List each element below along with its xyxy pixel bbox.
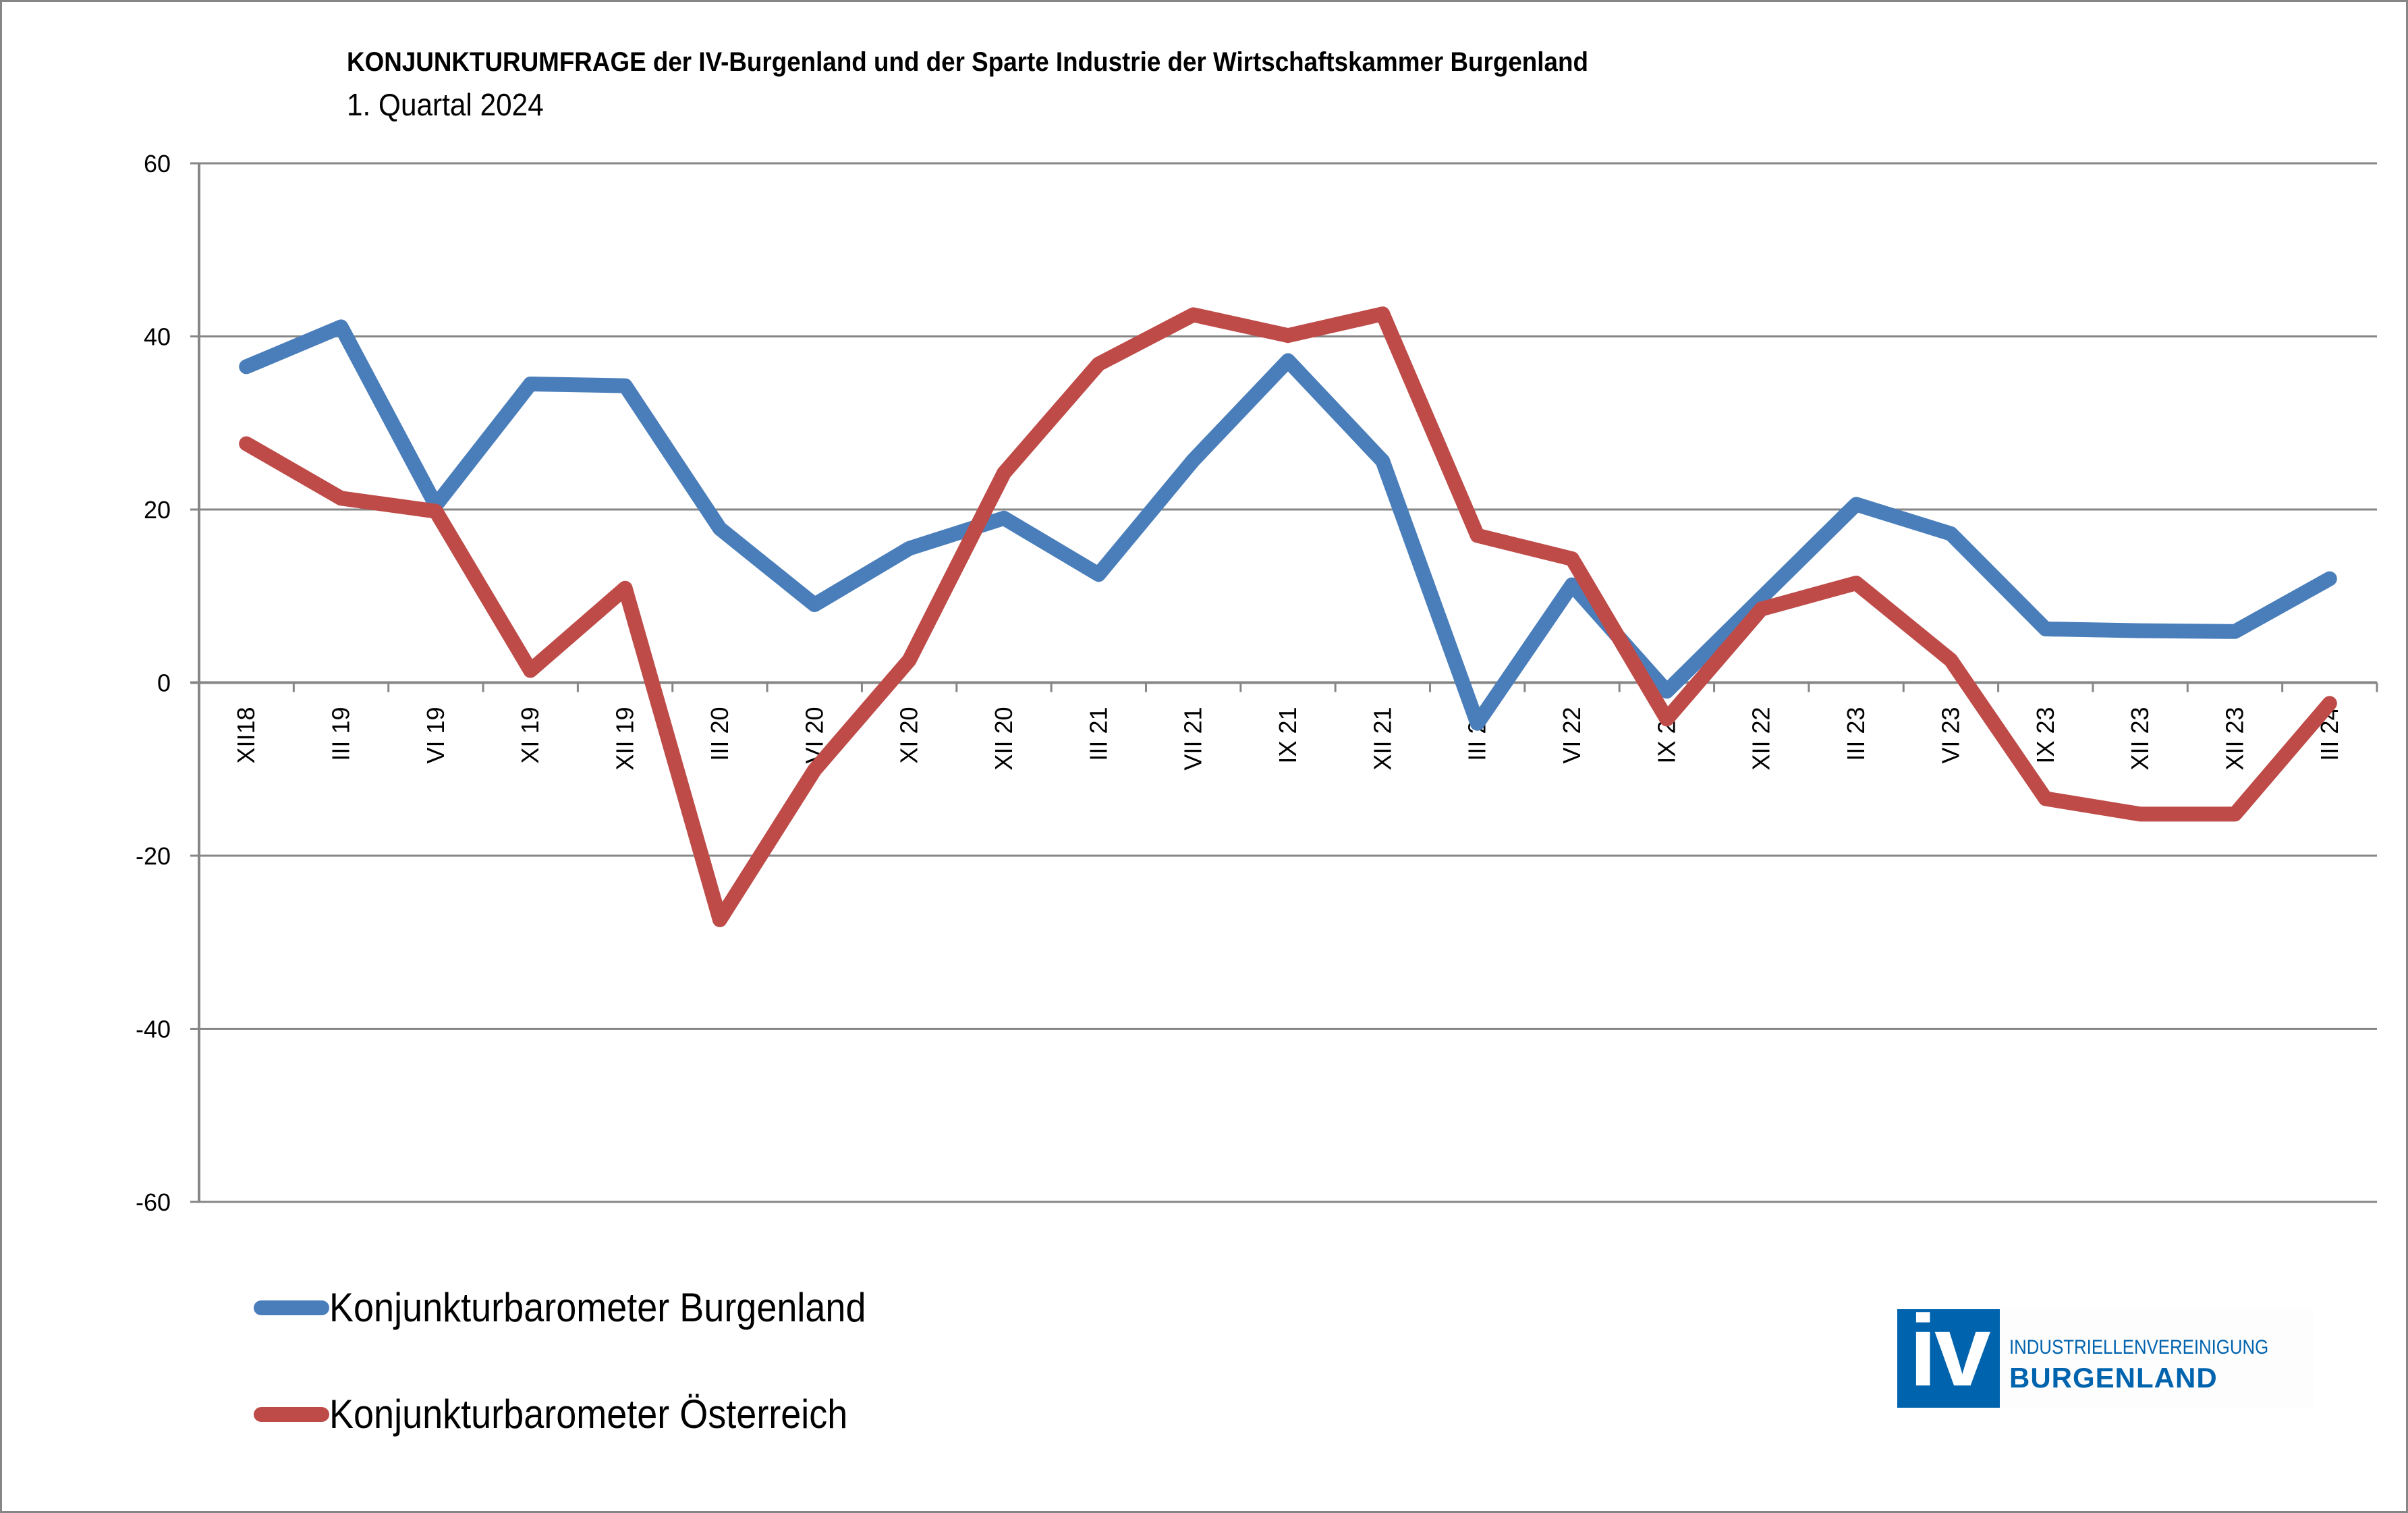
x-axis: XII18 III 19 VI 19 XI 19 XII 19 III 20 VI 20 XI…: [190, 163, 2378, 1202]
data-point: [814, 770, 815, 771]
x-tick-label: VII 21: [1179, 707, 1207, 771]
x-tick-label: IX 23: [2032, 707, 2059, 764]
iv-burgenland-logo: iv INDUSTRIELLENVEREINIGUNG BURGENLAND: [1897, 1300, 2314, 1408]
logo-line2: BURGENLAND: [2009, 1362, 2218, 1394]
data-point: [1193, 314, 1194, 315]
chart-title: KONJUNKTURUMFRAGE der IV-Burgenland und …: [347, 47, 1588, 77]
x-tick-label: XII 20: [990, 707, 1017, 771]
data-point: [2140, 814, 2141, 815]
x-tick-label: III 21: [1084, 707, 1112, 761]
legend-swatch-oesterreich: [254, 1407, 329, 1422]
data-point: [1382, 461, 1383, 462]
data-point: [2329, 703, 2330, 704]
x-tick-label: XI 20: [895, 707, 923, 764]
data-point: [530, 384, 531, 385]
logo-line1: INDUSTRIELLENVEREINIGUNG: [2009, 1336, 2269, 1358]
data-point: [246, 366, 247, 367]
x-tick-label: XII 19: [611, 707, 639, 771]
x-tick-label: VI 22: [1558, 707, 1586, 764]
data-point: [1288, 360, 1289, 361]
data-point: [1477, 535, 1478, 536]
data-point: [2140, 630, 2141, 631]
x-tick-label: XII 22: [1747, 707, 1775, 771]
y-tick-label: 40: [144, 323, 171, 351]
data-point: [246, 443, 247, 444]
chart-subtitle: 1. Quartal 2024: [347, 87, 544, 122]
x-tick-label: VI 19: [422, 707, 449, 764]
logo-iv-mark: iv: [1897, 1300, 2000, 1408]
data-point: [1572, 584, 1573, 585]
data-point: [1098, 574, 1099, 575]
y-tick-label: -20: [136, 842, 171, 870]
x-tick-label: IX 21: [1274, 707, 1301, 764]
x-tick-label: III 19: [327, 707, 355, 761]
data-point: [2045, 628, 2046, 629]
data-point: [1856, 504, 1857, 505]
x-tick-label: XII 21: [1368, 707, 1396, 771]
legend-label-oesterreich: Konjunkturbarometer Österreich: [329, 1392, 848, 1437]
data-point: [530, 670, 531, 671]
y-tick-label: -40: [136, 1016, 171, 1043]
data-point: [1761, 597, 1762, 598]
x-tick-label: XII 23: [2126, 707, 2154, 771]
data-point: [2329, 578, 2330, 579]
series-line-oesterreich: [239, 306, 2337, 927]
data-point: [719, 528, 720, 529]
data-point: [1856, 583, 1857, 584]
y-tick-label: 60: [144, 150, 171, 177]
legend-swatch-burgenland: [254, 1300, 329, 1315]
data-point: [1288, 335, 1289, 336]
legend-label-burgenland: Konjunkturbarometer Burgenland: [329, 1285, 866, 1330]
y-axis-ticks: 60 40 20 0 -20 -40 -60: [136, 150, 171, 1216]
data-point: [1003, 473, 1004, 474]
data-point: [435, 511, 436, 512]
x-tick-label: XII18: [232, 707, 260, 764]
x-tick-label: XII 23: [2220, 707, 2248, 771]
y-tick-label: -60: [136, 1188, 171, 1216]
series-line-burgenland: [239, 319, 2337, 731]
x-tick-label: III 20: [706, 707, 733, 761]
logo-iv-text: iv: [1909, 1294, 1990, 1407]
data-point: [719, 919, 720, 920]
y-tick-label: 20: [144, 496, 171, 524]
x-tick-label: XI 19: [516, 707, 544, 764]
y-tick-label: 0: [157, 669, 171, 697]
x-tick-label: III 23: [1842, 707, 1870, 761]
data-point: [2045, 798, 2046, 799]
x-tick-label: VI 23: [1936, 707, 1964, 764]
series-lines: [239, 306, 2337, 927]
